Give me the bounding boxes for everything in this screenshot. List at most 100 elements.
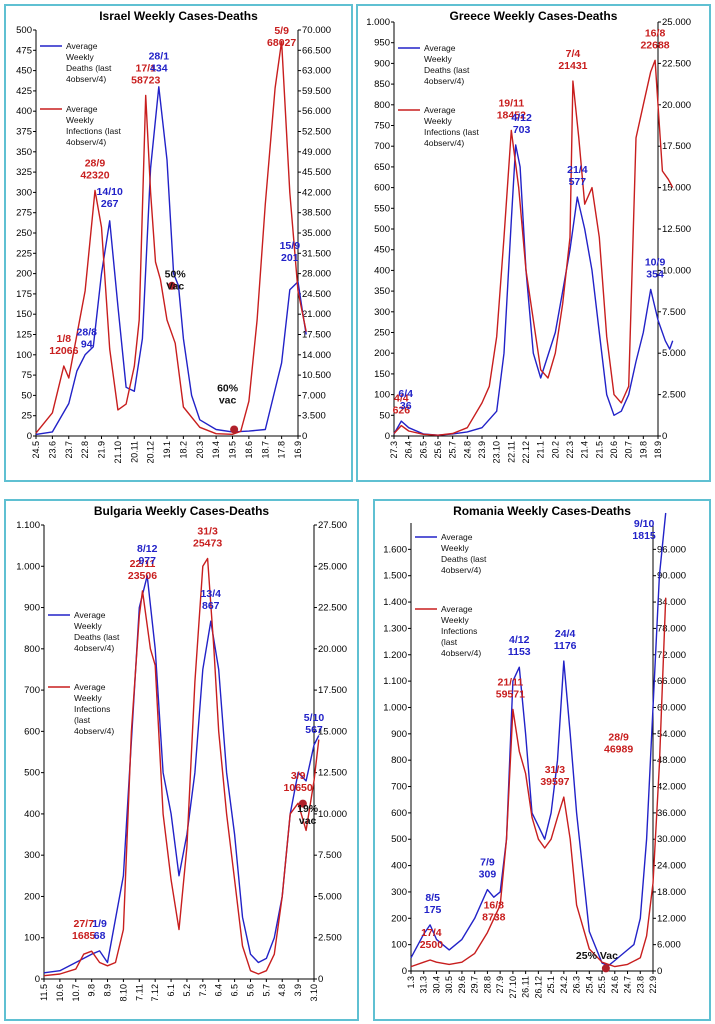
left-tick-label: 450: [16, 66, 32, 77]
x-tick-label: 7.11: [134, 984, 144, 1001]
x-tick-label: 19.1: [162, 441, 172, 459]
left-tick-label: 500: [16, 25, 32, 36]
x-tick-label: 22.3: [565, 441, 575, 459]
peak-annotation: 31/3 25473: [193, 525, 222, 549]
legend-infections-label: Average Weekly Infections (last 4observ/4): [66, 104, 121, 147]
x-tick-label: 29.7: [470, 976, 480, 994]
peak-annotation: 3/9 10650: [284, 770, 313, 794]
left-tick-label: 550: [374, 203, 390, 214]
x-tick-label: 21.9: [97, 441, 107, 459]
x-tick-label: 8.10: [118, 984, 128, 1002]
left-tick-label: 900: [24, 603, 40, 614]
right-tick-label: 84.000: [657, 597, 686, 608]
x-tick-label: 10.7: [71, 984, 81, 1002]
peak-annotation: 7/4 21431: [558, 48, 587, 72]
right-tick-label: 52.500: [302, 127, 331, 138]
x-tick-label: 22.12: [521, 441, 531, 464]
left-tick-label: 700: [24, 685, 40, 696]
right-tick-label: 35.000: [302, 228, 331, 239]
peak-annotation: 19% vac: [297, 803, 319, 827]
chart-title: Greece Weekly Cases-Deaths: [450, 9, 618, 23]
peak-annotation: 17/4 2500: [420, 927, 444, 951]
right-tick-label: 30.000: [657, 834, 686, 845]
x-tick-label: 18.9: [653, 441, 663, 459]
right-tick-label: 0: [657, 966, 662, 977]
right-tick-label: 7.000: [302, 390, 326, 401]
x-tick-label: 5.2: [182, 984, 192, 997]
x-tick-label: 28.8: [482, 976, 492, 994]
left-tick-label: 475: [16, 45, 32, 56]
right-tick-label: 5.000: [662, 348, 686, 359]
x-tick-label: 7.12: [150, 984, 160, 1002]
legend-deaths-label: Average Weekly Deaths (last 4observ/4): [441, 532, 487, 575]
left-tick-label: 200: [24, 891, 40, 902]
right-tick-label: 49.000: [302, 147, 331, 158]
peak-annotation: 14/10 267: [97, 186, 123, 210]
x-tick-label: 4.8: [277, 984, 287, 997]
right-tick-label: 42.000: [302, 187, 331, 198]
right-tick-label: 63.000: [302, 66, 331, 77]
right-tick-label: 31.500: [302, 248, 331, 259]
right-tick-label: 14.000: [302, 350, 331, 361]
left-tick-label: 600: [391, 808, 407, 819]
peak-annotation: 1/8 12066: [49, 333, 78, 357]
x-tick-label: 27.3: [389, 441, 399, 459]
right-tick-label: 48.000: [657, 755, 686, 766]
right-tick-label: 10.000: [662, 265, 691, 276]
right-tick-label: 17.500: [662, 141, 691, 152]
x-tick-label: 24.7: [623, 976, 633, 994]
right-tick-label: 28.000: [302, 269, 331, 280]
x-tick-label: 5.6: [245, 984, 255, 997]
peak-annotation: 27/7 1685: [72, 918, 96, 942]
bulgaria-chart-panel: Bulgaria Weekly Cases-Deaths 0 100 200 300 40…: [4, 499, 359, 1021]
left-tick-label: 25: [21, 411, 32, 422]
left-tick-label: 100: [391, 940, 407, 951]
right-tick-label: 25.000: [662, 17, 691, 28]
x-tick-label: 1.3: [406, 976, 416, 989]
peak-annotation: 6/4 36: [398, 388, 413, 412]
right-tick-label: 38.500: [302, 208, 331, 219]
left-tick-label: 1.500: [383, 571, 407, 582]
greece-chart-panel: Greece Weekly Cases-Deaths 0 50 100 150 200 25…: [356, 4, 711, 482]
x-tick-label: 20.2: [550, 441, 560, 459]
x-tick-label: 30.4: [431, 976, 441, 994]
peak-annotation: 22/11 23506: [128, 558, 157, 582]
x-tick-label: 27.10: [508, 976, 518, 999]
vaccination-marker: [167, 281, 176, 290]
right-tick-label: 12.500: [662, 224, 691, 235]
x-tick-label: 21.5: [594, 441, 604, 459]
x-tick-label: 24.8: [462, 441, 472, 459]
left-tick-label: 500: [374, 224, 390, 235]
left-tick-label: 600: [24, 726, 40, 737]
x-tick-label: 24.2: [559, 976, 569, 994]
peak-annotation: 16/8 8738: [482, 900, 506, 924]
right-tick-label: 70.000: [302, 25, 331, 36]
peak-annotation: 21/4 577: [567, 164, 588, 188]
x-tick-label: 20.6: [609, 441, 619, 459]
x-tick-label: 26.12: [533, 976, 543, 999]
x-tick-label: 21.1: [536, 441, 546, 459]
right-tick-label: 0: [662, 431, 667, 442]
x-tick-label: 11.5: [39, 984, 49, 1001]
left-tick-label: 0: [27, 431, 32, 442]
x-tick-label: 26.11: [521, 976, 531, 998]
x-tick-label: 6.5: [230, 984, 240, 997]
x-tick-label: 18.6: [244, 441, 254, 459]
right-tick-label: 66.000: [657, 676, 686, 687]
x-tick-label: 22.8: [80, 441, 90, 459]
left-tick-label: 175: [16, 289, 32, 300]
peak-annotation: 7/9 309: [479, 857, 497, 881]
vaccination-marker: [230, 425, 239, 434]
left-tick-label: 700: [391, 782, 407, 793]
right-tick-label: 96.000: [657, 544, 686, 555]
romania-chart-panel: Romania Weekly Cases-Deaths 0 100 200 300 400…: [373, 499, 711, 1021]
infections-series-line: [35, 40, 307, 435]
x-tick-label: 21.10: [113, 441, 123, 464]
peak-annotation: 50% Vac: [165, 269, 187, 293]
left-tick-label: 325: [16, 167, 32, 178]
x-tick-label: 30.5: [444, 976, 454, 994]
x-tick-label: 20.12: [146, 441, 156, 464]
peak-annotation: 15/9 201: [280, 240, 301, 264]
x-tick-label: 31.3: [419, 976, 429, 994]
left-tick-label: 950: [374, 38, 390, 49]
